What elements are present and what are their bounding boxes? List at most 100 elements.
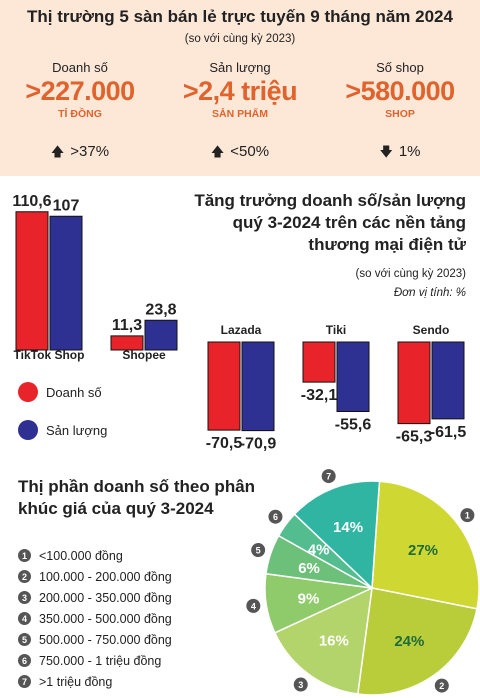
- bar-value-label: 11,3: [112, 317, 142, 334]
- pie-slice-label: 4%: [308, 542, 330, 559]
- pie-legend-item: 7 >1 triệu đồng: [18, 671, 172, 692]
- bar-revenue-1: [110, 335, 144, 351]
- pie-slice-7: [293, 480, 381, 590]
- stat-change-value: >37%: [70, 143, 110, 160]
- bar-value-label: -70,9: [240, 436, 277, 453]
- pie-number-text: 6: [273, 512, 278, 522]
- pie-legend-number: 5: [18, 633, 31, 646]
- bar-value-label: 107: [53, 197, 80, 214]
- bar-volume-1: [144, 319, 178, 351]
- stat-label: Sản lượng: [209, 60, 271, 75]
- pie-legend-label: 200.000 - 350.000 đồng: [39, 590, 172, 605]
- summary-subtitle: (so với cùng kỳ 2023): [184, 33, 296, 45]
- bar-category-label: Shopee: [122, 348, 166, 362]
- stat-change-value: <50%: [230, 143, 270, 160]
- pie-legend-item: 4 350.000 - 500.000 đồng: [18, 608, 172, 629]
- pie-number-text: 2: [439, 681, 444, 691]
- pie-slice-label: 24%: [394, 633, 424, 650]
- bar-value-label: 110,6: [12, 193, 51, 210]
- pie-legend-number: 2: [18, 570, 31, 583]
- stat-revenue: Doanh số >227.000 TỈ ĐỒNG: [0, 60, 160, 120]
- bar-value-label: -55,6: [335, 417, 372, 434]
- stat-change-value: 1%: [398, 143, 421, 160]
- bar-volume-2: [241, 341, 275, 432]
- pie-legend-label: 350.000 - 500.000 đồng: [39, 611, 172, 626]
- bar-category-label: Tiki: [326, 323, 346, 337]
- bar-title-line: quý 3-2024 trên các nền tảng: [232, 213, 466, 232]
- pie-number-text: 3: [298, 680, 303, 690]
- bar-volume-3: [336, 341, 370, 412]
- summary-title: Thị trường 5 sàn bán lẻ trực tuyến 9 thá…: [27, 7, 453, 26]
- pie-legend-item: 1 <100.000 đồng: [18, 545, 172, 566]
- bar-value-label: -65,3: [396, 429, 433, 446]
- pie-legend-label: <100.000 đồng: [39, 548, 123, 563]
- bar-revenue-2: [207, 341, 241, 431]
- pie-legend-number: 3: [18, 591, 31, 604]
- pie-slice-label: 16%: [319, 633, 349, 650]
- pie-legend-number: 7: [18, 675, 31, 688]
- pie-legend: 1 <100.000 đồng 2 100.000 - 200.000 đồng 3 20…: [18, 545, 172, 692]
- pie-number-marker: [460, 508, 475, 523]
- legend-label: Doanh số: [46, 384, 102, 400]
- pie-legend-item: 2 100.000 - 200.000 đồng: [18, 566, 172, 587]
- pie-slice-2: [356, 587, 478, 696]
- pie-legend-label: 100.000 - 200.000 đồng: [39, 569, 172, 584]
- stat-shops: Số shop >580.000 SHOP: [320, 60, 480, 120]
- bar-chart-unit: Đơn vị tính: %: [393, 287, 466, 299]
- bar-title-line: Tăng trưởng doanh số/sản lượng: [194, 191, 466, 210]
- stat-label: Doanh số: [52, 60, 108, 75]
- growth-bar-chart: 110,6 107 TikTok Shop 11,323,8 Shopee -70,5-7…: [12, 193, 467, 453]
- pie-number-text: 1: [465, 511, 470, 521]
- legend-volume: Sản lượng: [18, 420, 107, 440]
- stat-change-shops: 🡇 1%: [320, 143, 480, 165]
- pie-number-marker: [434, 678, 449, 693]
- stat-value: >2,4 triệu: [182, 76, 298, 106]
- pie-legend-label: 750.000 - 1 triệu đồng: [39, 653, 162, 668]
- legend-swatch-revenue: [18, 382, 38, 402]
- pie-legend-label: >1 triệu đồng: [39, 674, 113, 689]
- pie-number-text: 5: [256, 546, 261, 556]
- pie-legend-label: 500.000 - 750.000 đồng: [39, 632, 172, 647]
- pie-number-marker: [246, 598, 261, 613]
- pie-title-line: khúc giá của quý 3-2024: [18, 499, 214, 518]
- stat-unit: SHOP: [385, 108, 415, 120]
- pie-legend-item: 3 200.000 - 350.000 đồng: [18, 587, 172, 608]
- pie-title-line: Thị phần doanh số theo phân: [18, 477, 256, 496]
- pie-legend-number: 1: [18, 549, 31, 562]
- pie-legend-item: 5 500.000 - 750.000 đồng: [18, 629, 172, 650]
- pie-slice-label: 6%: [298, 560, 320, 577]
- pie-number-marker: [293, 677, 308, 692]
- bar-chart-title: Tăng trưởng doanh số/sản lượng quý 3-202…: [166, 190, 466, 256]
- summary-panel: Thị trường 5 sàn bán lẻ trực tuyến 9 thá…: [0, 0, 480, 176]
- pie-slice-label: 27%: [408, 542, 438, 559]
- bar-value-label: -61,5: [430, 424, 467, 441]
- pie-slice-label: 14%: [333, 519, 363, 536]
- pie-chart-title: Thị phần doanh số theo phân khúc giá của…: [18, 476, 298, 520]
- stat-change-revenue: 🡅 >37%: [0, 143, 160, 165]
- stat-value: >227.000: [25, 76, 135, 106]
- stat-volume: Sản lượng >2,4 triệu SẢN PHẨM: [160, 60, 320, 120]
- pie-number-text: 7: [326, 472, 331, 482]
- pie-legend-number: 4: [18, 612, 31, 625]
- legend-swatch-volume: [18, 420, 38, 440]
- arrow-up-icon: 🡅: [50, 144, 65, 159]
- bar-value-label: 23,8: [145, 301, 176, 318]
- pie-number-marker: [268, 509, 283, 524]
- pie-number-marker: [251, 543, 266, 558]
- bar-value-label: -70,5: [206, 435, 243, 452]
- stat-value: >580.000: [345, 76, 455, 106]
- bar-category-label: Sendo: [413, 323, 450, 337]
- arrow-down-icon: 🡇: [379, 144, 393, 159]
- pie-legend-number: 6: [18, 654, 31, 667]
- stat-label: Số shop: [376, 60, 424, 75]
- arrow-up-icon: 🡅: [210, 144, 225, 159]
- bar-title-line: thương mại điện tử: [308, 235, 466, 254]
- bar-revenue-4: [397, 341, 431, 425]
- stat-unit: TỈ ĐỒNG: [58, 108, 102, 120]
- stat-change-volume: 🡅 <50%: [160, 143, 320, 165]
- pie-legend-item: 6 750.000 - 1 triệu đồng: [18, 650, 172, 671]
- pie-number-marker: [321, 469, 336, 484]
- bar-category-label: TikTok Shop: [14, 348, 85, 362]
- legend-revenue: Doanh số: [18, 382, 102, 402]
